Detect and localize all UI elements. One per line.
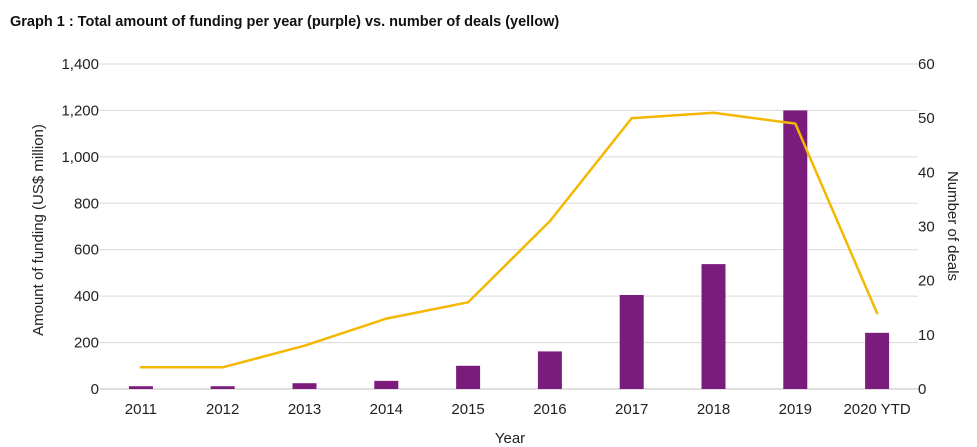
funding-bar <box>619 294 644 389</box>
x-axis-ticks: 2011 2012 2013 2014 2015 2016 2017 2018 2019 2020… <box>125 401 911 418</box>
funding-bar <box>128 386 153 389</box>
x-tick-label: 2020 YTD <box>843 401 910 418</box>
funding-bar <box>374 380 399 389</box>
gridlines <box>100 63 918 390</box>
right-axis-ticks: 0 10 20 30 40 50 60 <box>918 56 935 398</box>
x-axis-label: Year <box>495 430 525 447</box>
x-tick-label: 2017 <box>615 401 648 418</box>
x-tick-label: 2018 <box>697 401 730 418</box>
y2-tick-label: 20 <box>918 273 935 290</box>
y-tick-label: 1,400 <box>61 56 99 73</box>
y2-tick-label: 50 <box>918 110 935 127</box>
funding-bar <box>701 264 726 389</box>
y-tick-label: 600 <box>74 242 99 259</box>
y2-tick-label: 40 <box>918 164 935 181</box>
funding-bar <box>537 351 562 389</box>
funding-bar <box>292 383 317 389</box>
y2-axis-label: Number of deals <box>944 171 961 281</box>
x-tick-label: 2014 <box>370 401 403 418</box>
chart-title: Graph 1 : Total amount of funding per ye… <box>10 14 559 30</box>
funding-bars <box>128 110 890 389</box>
funding-bar <box>865 332 890 389</box>
y-tick-label: 1,200 <box>61 102 99 119</box>
deals-line <box>139 111 879 369</box>
funding-bar <box>456 365 481 389</box>
y-tick-label: 200 <box>74 335 99 352</box>
y-tick-label: 1,000 <box>61 149 99 166</box>
left-axis-ticks: 0 200 400 600 800 1,000 1,200 1,400 <box>61 56 99 398</box>
y-axis-label: Amount of funding (US$ million) <box>30 124 47 336</box>
funding-bar <box>783 110 808 389</box>
y-tick-label: 400 <box>74 288 99 305</box>
x-tick-label: 2011 <box>125 401 157 418</box>
x-tick-label: 2012 <box>206 401 239 418</box>
y-tick-label: 0 <box>91 381 99 398</box>
y2-tick-label: 0 <box>918 381 926 398</box>
x-tick-label: 2013 <box>288 401 321 418</box>
x-tick-label: 2015 <box>451 401 484 418</box>
y-tick-label: 800 <box>74 195 99 212</box>
funding-bar <box>210 386 235 389</box>
deals-line-layer <box>139 111 879 369</box>
y2-tick-label: 10 <box>918 327 935 344</box>
y2-tick-label: 30 <box>918 219 935 236</box>
x-tick-label: 2019 <box>779 401 812 418</box>
x-tick-label: 2016 <box>533 401 566 418</box>
y2-tick-label: 60 <box>918 56 935 73</box>
